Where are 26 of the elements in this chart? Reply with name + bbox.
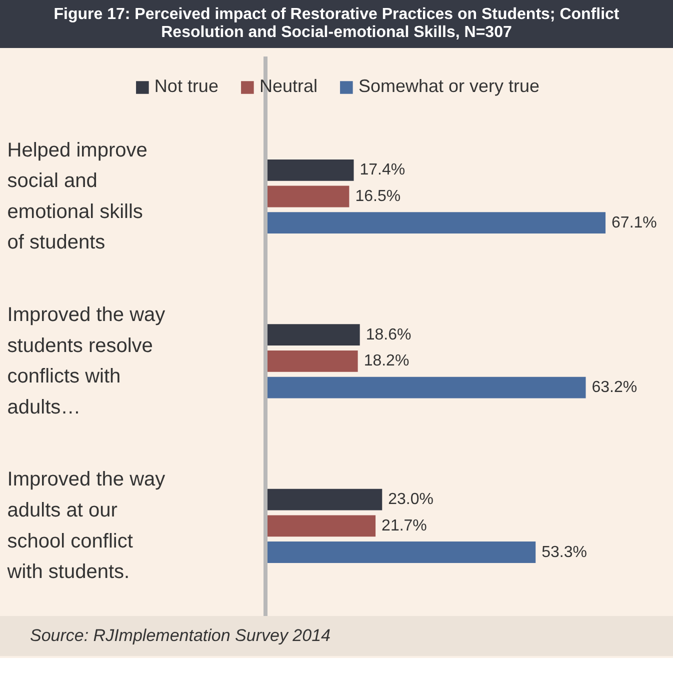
- data-label: 18.2%: [364, 352, 410, 370]
- bar: [266, 376, 586, 398]
- data-label: 21.7%: [382, 517, 427, 534]
- legend-label: Not true: [154, 76, 218, 97]
- y-tick-label: Helped improve social and emotional skills of students: [7, 139, 148, 254]
- data-label: 16.5%: [355, 188, 401, 205]
- bar: [266, 159, 354, 181]
- bar: [266, 212, 606, 234]
- data-label: 23.0%: [388, 491, 434, 508]
- data-label: 53.3%: [542, 544, 587, 561]
- chart-title: Figure 17: Perceived impact of Restorative Practices on Students; Conflict Resolution and Social-emotional Skills, N=307: [0, 0, 673, 48]
- bar: [266, 515, 376, 537]
- y-tick-label: Improved the way adults at our school conflict with students.: [6, 468, 166, 584]
- data-label: 67.1%: [612, 214, 657, 232]
- bar: [266, 186, 350, 208]
- bar: [266, 542, 536, 563]
- legend-label: Somewhat or very true: [358, 76, 540, 97]
- y-tick-label: Improved the way students resolve conflicts with adults…: [7, 304, 166, 418]
- bar: [266, 324, 360, 346]
- data-label: 63.2%: [592, 379, 638, 396]
- legend-label: Neutral: [259, 76, 318, 97]
- bar: [266, 488, 382, 510]
- bar: [266, 350, 358, 372]
- data-label: 17.4%: [360, 162, 406, 179]
- data-label: 18.6%: [366, 326, 412, 344]
- source-note: Source: RJImplementation Survey 2014: [0, 616, 673, 656]
